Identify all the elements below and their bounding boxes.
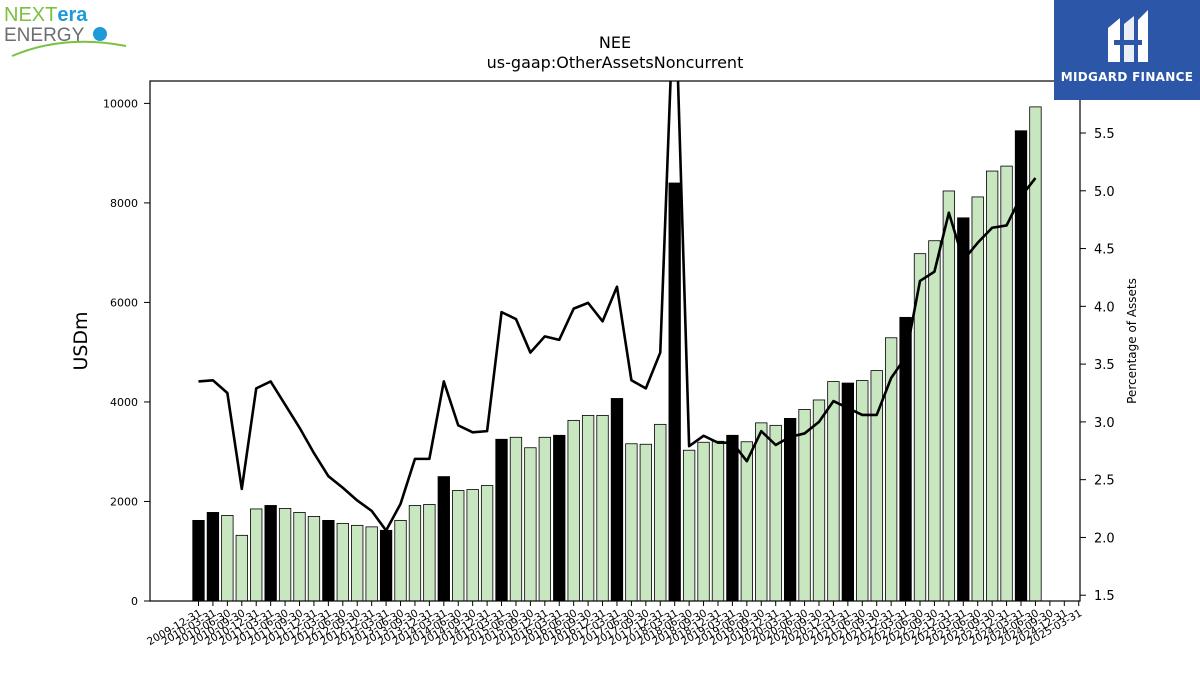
bar (942, 190, 956, 602)
bar (452, 490, 465, 602)
bar (567, 419, 580, 602)
bar (250, 508, 263, 602)
bar (480, 485, 494, 602)
bar (336, 522, 349, 602)
y2-tick-label: 3.5 (1094, 358, 1115, 373)
midgard-finance-logo: MIDGARD FINANCE (1054, 0, 1200, 100)
bar (322, 519, 335, 602)
plot-frame (149, 80, 1081, 602)
bar (812, 399, 826, 602)
bar (408, 505, 422, 602)
y2-axis-label: Percentage of Assets (1125, 278, 1139, 404)
bar (971, 196, 984, 602)
bar (697, 441, 710, 602)
y-axis-left: 0 2000 4000 6000 8000 10000 (103, 97, 150, 608)
bar (235, 534, 248, 602)
y-tick-label: 8000 (110, 197, 138, 210)
y2-tick-label: 2.0 (1094, 531, 1115, 546)
y-tick-label: 6000 (110, 296, 138, 309)
bar (986, 170, 999, 602)
bar (524, 447, 537, 602)
bar (581, 414, 595, 602)
bar (1000, 165, 1013, 602)
nextera-energy-logo: NEXTera ENERGY (4, 2, 134, 62)
y2-tick-label: 1.5 (1094, 589, 1115, 604)
bar (264, 505, 277, 602)
chart-title: NEE (599, 33, 631, 52)
bar (394, 519, 407, 602)
bar (798, 409, 811, 602)
y2-tick-label: 4.0 (1094, 300, 1115, 315)
svg-text:NEXTera: NEXTera (4, 4, 88, 26)
bar (841, 382, 854, 602)
bar (437, 476, 450, 602)
y2-tick-label: 4.5 (1094, 243, 1115, 258)
bar (957, 217, 970, 602)
bar (538, 436, 551, 602)
bar (192, 519, 205, 602)
y-tick-label: 2000 (110, 495, 138, 508)
bar (553, 434, 566, 602)
bar (509, 436, 523, 602)
bar (1014, 130, 1028, 602)
bar (682, 449, 696, 602)
y-axis-right: 1.5 2.0 2.5 3.0 3.5 4.0 4.5 5.0 5.5 (1080, 127, 1115, 604)
y-axis-label: USDm (70, 311, 92, 370)
bar (783, 417, 797, 602)
bar (726, 434, 739, 602)
logo-globe-icon (93, 27, 107, 41)
bar (466, 489, 479, 602)
bar (610, 398, 624, 602)
y-tick-label: 4000 (110, 396, 138, 409)
bar (351, 524, 364, 602)
midgard-mark-icon (1108, 10, 1148, 62)
bar (278, 508, 292, 602)
bar (596, 414, 609, 602)
bar (625, 443, 638, 602)
midgard-finance-text: MIDGARD FINANCE (1060, 70, 1194, 84)
bar (711, 440, 725, 602)
bar (668, 182, 681, 602)
bar (740, 441, 753, 602)
y2-tick-label: 2.5 (1094, 474, 1115, 489)
y-tick-label: 10000 (103, 97, 138, 110)
bar (221, 515, 234, 602)
logo-text-energy: ENERGY (4, 25, 85, 46)
bar (899, 316, 912, 602)
bar (379, 529, 393, 602)
bar (206, 512, 220, 602)
bar (769, 424, 782, 602)
bar (423, 504, 436, 602)
y2-tick-label: 3.0 (1094, 416, 1115, 431)
y-tick-label: 0 (131, 595, 138, 608)
logo-text-next: NEXT (4, 4, 57, 26)
y2-tick-label: 5.5 (1094, 127, 1115, 142)
y2-tick-label: 5.0 (1094, 185, 1115, 200)
bar (365, 526, 378, 602)
line-group (198, 81, 1037, 532)
chart-subtitle: us-gaap:OtherAssetsNoncurrent (487, 53, 744, 72)
bar (928, 240, 941, 602)
series-line (198, 81, 1037, 532)
bar (827, 381, 840, 602)
bar (639, 443, 652, 602)
logo-text-era: era (57, 4, 88, 26)
bar (755, 422, 768, 602)
bars-group (192, 106, 1042, 602)
bar (293, 512, 306, 602)
logo-swoosh-icon (11, 40, 127, 57)
bar (654, 423, 667, 602)
bar (1029, 106, 1042, 602)
bar (495, 438, 508, 602)
x-axis: 2009-12-312010-03-312010-06-302010-09-30… (145, 601, 1084, 648)
bar (307, 516, 321, 602)
